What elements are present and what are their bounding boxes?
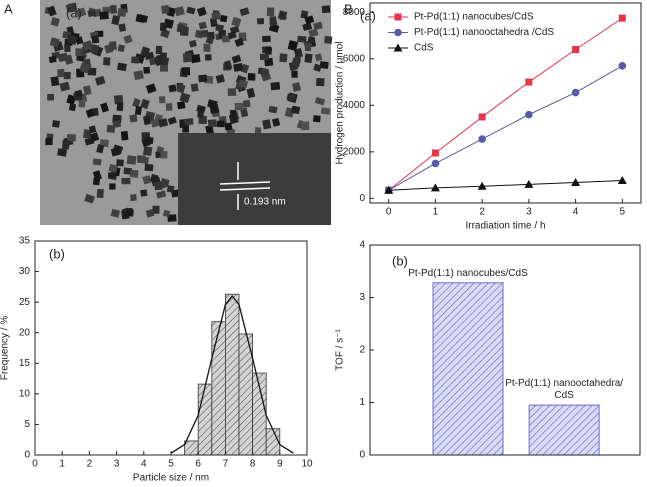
scale-label: 0.193 nm xyxy=(244,197,286,208)
y-tick-label: 0 xyxy=(24,450,30,461)
panel-label: B xyxy=(344,1,353,16)
panel-label: A xyxy=(4,1,13,16)
x-tick-label: 1 xyxy=(59,459,65,470)
marker xyxy=(431,159,440,168)
tem-inset xyxy=(178,133,331,225)
tem-image xyxy=(40,0,333,225)
marker xyxy=(525,110,533,119)
legend-label: Pt-Pd(1:1) nanooctahedra /CdS xyxy=(414,27,554,38)
y-axis-label: TOF / s⁻¹ xyxy=(335,328,346,370)
y-axis-label: Hydrogen production / μmol xyxy=(335,41,346,164)
x-tick-label: 6 xyxy=(195,459,201,470)
panel-label: (a) xyxy=(360,8,376,23)
bar-label: Pt-Pd(1:1) nanocubes/CdS xyxy=(408,267,528,279)
histogram-bar xyxy=(211,321,226,456)
histogram-bar xyxy=(197,383,213,456)
plot-frame xyxy=(369,2,642,204)
marker xyxy=(478,135,486,143)
marker xyxy=(617,175,627,184)
marker xyxy=(431,149,439,157)
x-tick-label: 10 xyxy=(301,459,313,470)
marker xyxy=(393,43,403,52)
y-tick-label: 0 xyxy=(359,450,365,461)
marker xyxy=(394,13,402,21)
marker xyxy=(525,78,533,86)
y-tick-label: 6000 xyxy=(343,53,366,64)
x-tick-label: 5 xyxy=(168,459,174,470)
marker xyxy=(478,113,486,121)
x-tick-label: 7 xyxy=(223,459,229,470)
marker xyxy=(618,61,627,70)
marker xyxy=(477,181,487,190)
y-tick-label: 0 xyxy=(359,193,365,204)
y-tick-label: 4 xyxy=(359,240,365,251)
y-tick-label: 5 xyxy=(24,419,30,430)
series-line xyxy=(388,17,623,191)
x-tick-label: 0 xyxy=(386,207,392,218)
x-axis-label: Irradiation time / h xyxy=(465,221,545,232)
marker xyxy=(618,14,626,22)
y-tick-label: 10 xyxy=(19,388,31,399)
marker xyxy=(394,28,402,37)
x-tick-label: 1 xyxy=(433,207,439,218)
y-tick-label: 20 xyxy=(19,327,31,338)
x-tick-label: 2 xyxy=(87,459,93,470)
panel-label: (b) xyxy=(49,246,65,261)
histogram-bar xyxy=(265,428,281,456)
x-tick-label: 3 xyxy=(526,207,532,218)
fit-curve xyxy=(170,294,294,454)
y-tick-label: 8000 xyxy=(343,7,366,18)
x-tick-label: 4 xyxy=(141,459,147,470)
marker xyxy=(571,88,580,97)
y-tick-label: 35 xyxy=(19,236,31,247)
bar xyxy=(528,404,600,456)
x-tick-label: 9 xyxy=(277,459,283,470)
histogram-bar xyxy=(224,293,240,456)
y-tick-label: 30 xyxy=(19,266,31,277)
y-tick-label: 15 xyxy=(19,358,31,369)
y-tick-label: 2000 xyxy=(343,146,366,157)
x-axis-label: Particle size / nm xyxy=(133,473,209,484)
y-tick-label: 2 xyxy=(359,345,365,356)
histogram-bar xyxy=(184,440,199,456)
image-label: (a) xyxy=(66,5,82,20)
bar-label: Pt-Pd(1:1) nanooctahedra/ CdS xyxy=(505,378,624,402)
marker xyxy=(524,179,534,188)
y-tick-label: 25 xyxy=(19,297,31,308)
marker xyxy=(571,178,581,187)
y-tick-label: 4000 xyxy=(343,100,366,111)
marker xyxy=(430,183,440,192)
marker xyxy=(384,185,394,194)
bar xyxy=(432,282,504,456)
x-tick-label: 0 xyxy=(32,459,38,470)
x-tick-label: 3 xyxy=(114,459,120,470)
x-tick-label: 8 xyxy=(250,459,256,470)
y-axis-label: Frequency / % xyxy=(0,316,11,381)
x-tick-label: 5 xyxy=(620,207,626,218)
x-tick-label: 2 xyxy=(479,207,485,218)
legend-label: Pt-Pd(1:1) nanocubes/CdS xyxy=(414,12,534,23)
y-tick-label: 3 xyxy=(359,292,365,303)
series-line xyxy=(388,65,623,191)
series-line xyxy=(388,179,623,191)
x-tick-label: 4 xyxy=(573,207,579,218)
y-tick-label: 1 xyxy=(359,397,365,408)
panel-label: (b) xyxy=(392,253,408,268)
legend-label: CdS xyxy=(414,43,434,54)
marker xyxy=(572,46,580,54)
